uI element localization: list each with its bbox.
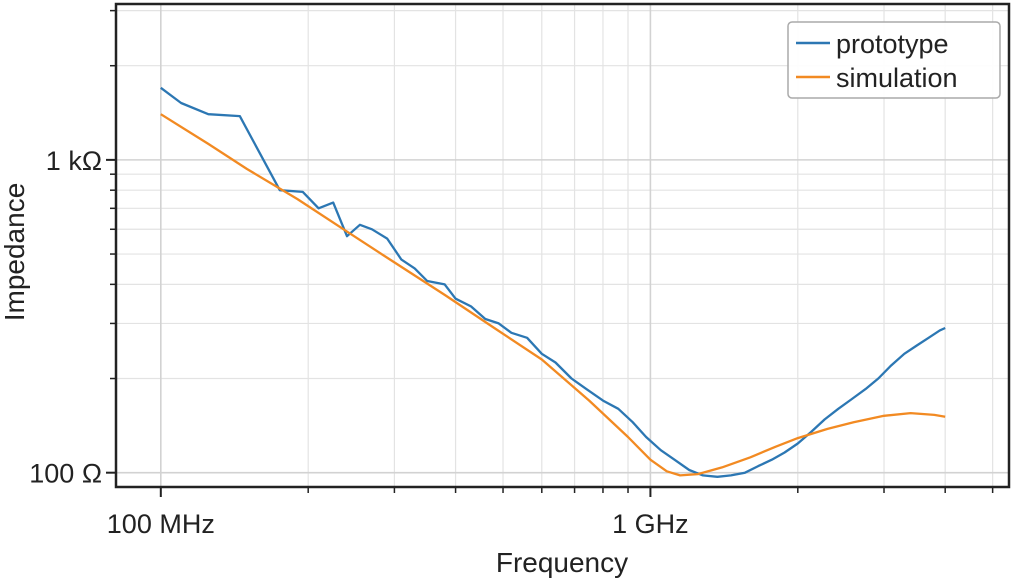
x-tick-label: 100 MHz [107, 509, 215, 539]
series-line-simulation [160, 113, 946, 477]
legend-box [787, 21, 1001, 99]
series-layer [160, 86, 946, 478]
y-axis-label: Impedance [0, 183, 30, 322]
y-tick-label: 100 Ω [29, 459, 102, 489]
legend-label-simulation: simulation [836, 63, 958, 93]
major-grid [116, 4, 1009, 487]
y-tick-label: 1 kΩ [46, 146, 102, 176]
x-tick-label: 1 GHz [612, 509, 689, 539]
x-axis-label: Frequency [496, 547, 628, 578]
series-line-prototype [160, 86, 946, 478]
legend-label-prototype: prototype [836, 29, 949, 59]
legend: prototype simulation [787, 21, 1001, 99]
axis-ticks: 100 MHz 1 GHz 100 Ω 1 kΩ [29, 9, 994, 539]
plot-frame [114, 2, 1011, 489]
